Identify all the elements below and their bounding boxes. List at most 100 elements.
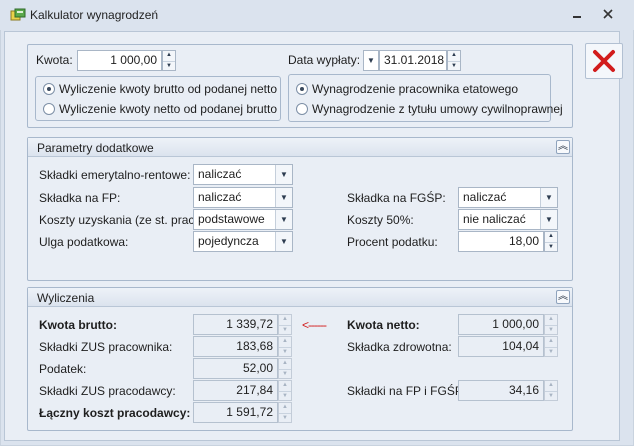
type-umowa-label[interactable]: Wynagrodzenie z tytułu umowy cywilnopraw… <box>312 102 563 116</box>
fp-select[interactable]: naliczać ▼ <box>193 187 293 208</box>
title-bar[interactable]: Kalkulator wynagrodzeń <box>0 0 634 30</box>
spin-up-icon: ▲ <box>548 316 554 322</box>
procent-stepper[interactable]: ▲ ▼ <box>544 231 558 252</box>
kwota-label: Kwota: <box>36 53 73 67</box>
chevron-down-icon: ▼ <box>367 56 375 65</box>
zus-prac-label: Składki ZUS pracownika: <box>39 340 173 354</box>
spin-down-icon: ▼ <box>545 347 557 356</box>
type-etat-label[interactable]: Wynagrodzenie pracownika etatowego <box>312 82 519 96</box>
koszty50-label: Koszty 50%: <box>347 213 414 227</box>
ulga-label: Ulga podatkowa: <box>39 235 129 249</box>
spin-down-icon[interactable]: ▼ <box>545 242 557 251</box>
emeryt-select[interactable]: naliczać ▼ <box>193 164 293 185</box>
params-collapse-button[interactable]: ︽ <box>556 140 570 154</box>
laczny-label: Łączny koszt pracodawcy: <box>39 406 191 420</box>
chevron-down-icon[interactable]: ▼ <box>275 165 292 184</box>
close-icon <box>603 9 613 19</box>
close-calculator-button[interactable] <box>585 43 623 79</box>
close-icon <box>593 50 615 72</box>
netto-value: 1 000,00 <box>458 314 544 335</box>
spin-up-icon[interactable]: ▲ <box>451 52 457 58</box>
mode-brutto-label[interactable]: Wyliczenie kwoty brutto od podanej netto <box>59 82 278 96</box>
fgsp-value: naliczać <box>463 190 507 204</box>
koszty-value: podstawowe <box>198 212 265 226</box>
spin-down-icon: ▼ <box>545 391 557 400</box>
spin-down-icon: ▼ <box>279 325 291 334</box>
podatek-stepper: ▲ ▼ <box>278 358 292 379</box>
spin-up-icon: ▲ <box>282 360 288 366</box>
ulga-value: pojedyncza <box>198 234 259 248</box>
type-umowa-radio[interactable] <box>296 103 308 115</box>
kwota-input[interactable]: 1 000,00 <box>77 50 162 71</box>
zus-pracod-label: Składki ZUS pracodawcy: <box>39 384 176 398</box>
chevron-down-icon[interactable]: ▼ <box>540 188 557 207</box>
spin-down-icon: ▼ <box>279 369 291 378</box>
data-wyplaty-input[interactable]: 31.01.2018 <box>379 50 447 71</box>
fgsp-label: Składka na FGŚP: <box>347 191 446 205</box>
fp-value: naliczać <box>198 190 242 204</box>
brutto-label: Kwota brutto: <box>39 318 117 332</box>
chevron-down-icon[interactable]: ▼ <box>275 232 292 251</box>
data-wyplaty-label: Data wypłaty: <box>288 53 361 67</box>
mode-brutto-radio[interactable] <box>43 83 55 95</box>
koszty50-select[interactable]: nie naliczać ▼ <box>458 209 558 230</box>
spin-down-icon[interactable]: ▼ <box>163 61 175 70</box>
fgsp-select[interactable]: naliczać ▼ <box>458 187 558 208</box>
spin-down-icon: ▼ <box>279 413 291 422</box>
chevron-down-icon[interactable]: ▼ <box>275 210 292 229</box>
calc-mode-group <box>35 76 281 121</box>
zdrow-value: 104,04 <box>458 336 544 357</box>
minimize-icon <box>573 16 581 18</box>
spin-up-icon: ▲ <box>548 382 554 388</box>
salary-type-group <box>288 74 551 122</box>
zdrow-label: Składka zdrowotna: <box>347 340 452 354</box>
minimize-button[interactable] <box>568 6 586 24</box>
fp-label: Składka na FP: <box>39 191 121 205</box>
chevron-down-icon[interactable]: ▼ <box>540 210 557 229</box>
params-header <box>28 138 572 157</box>
zus-pracod-value: 217,84 <box>193 380 278 401</box>
spin-up-icon[interactable]: ▲ <box>166 52 172 58</box>
netto-stepper: ▲ ▼ <box>544 314 558 335</box>
spin-down-icon: ▼ <box>279 347 291 356</box>
koszty-label: Koszty uzyskania (ze st. pracy): <box>39 213 208 227</box>
ulga-select[interactable]: pojedyncza ▼ <box>193 231 293 252</box>
results-group <box>27 287 573 431</box>
results-title: Wyliczenia <box>37 291 95 305</box>
spin-up-icon: ▲ <box>282 338 288 344</box>
type-etat-radio[interactable] <box>296 83 308 95</box>
zdrow-stepper: ▲ ▼ <box>544 336 558 357</box>
left-arrow-icon: <------ <box>302 318 327 332</box>
fp-fgsp-value: 34,16 <box>458 380 544 401</box>
results-header <box>28 288 572 307</box>
spin-down-icon: ▼ <box>545 325 557 334</box>
kwota-stepper[interactable]: ▲ ▼ <box>162 50 176 71</box>
fp-fgsp-stepper: ▲ ▼ <box>544 380 558 401</box>
results-collapse-button[interactable]: ︽ <box>556 290 570 304</box>
spin-up-icon: ▲ <box>282 404 288 410</box>
date-stepper[interactable]: ▲ ▼ <box>447 50 461 71</box>
chevron-down-icon[interactable]: ▼ <box>275 188 292 207</box>
podatek-value: 52,00 <box>193 358 278 379</box>
params-title: Parametry dodatkowe <box>37 141 154 155</box>
spin-down-icon[interactable]: ▼ <box>448 61 460 70</box>
koszty50-value: nie naliczać <box>463 212 526 226</box>
emeryt-value: naliczać <box>198 167 242 181</box>
netto-label: Kwota netto: <box>347 318 420 332</box>
procent-input[interactable]: 18,00 <box>458 231 544 252</box>
spin-up-icon[interactable]: ▲ <box>548 233 554 239</box>
chevron-double-up-icon: ︽ <box>558 291 568 302</box>
zus-prac-value: 183,68 <box>193 336 278 357</box>
calculator-app-icon <box>10 8 26 22</box>
close-window-button[interactable] <box>599 6 617 24</box>
laczny-value: 1 591,72 <box>193 402 278 423</box>
date-dropdown-button[interactable]: ▼ <box>363 50 379 71</box>
zus-pracod-stepper: ▲ ▼ <box>278 380 292 401</box>
koszty-select[interactable]: podstawowe ▼ <box>193 209 293 230</box>
mode-netto-label[interactable]: Wyliczenie kwoty netto od podanej brutto <box>59 102 278 116</box>
fp-fgsp-label: Składki na FP i FGŚP: <box>347 384 467 398</box>
window-title: Kalkulator wynagrodzeń <box>30 8 159 22</box>
podatek-label: Podatek: <box>39 362 87 376</box>
brutto-stepper: ▲ ▼ <box>278 314 292 335</box>
mode-netto-radio[interactable] <box>43 103 55 115</box>
